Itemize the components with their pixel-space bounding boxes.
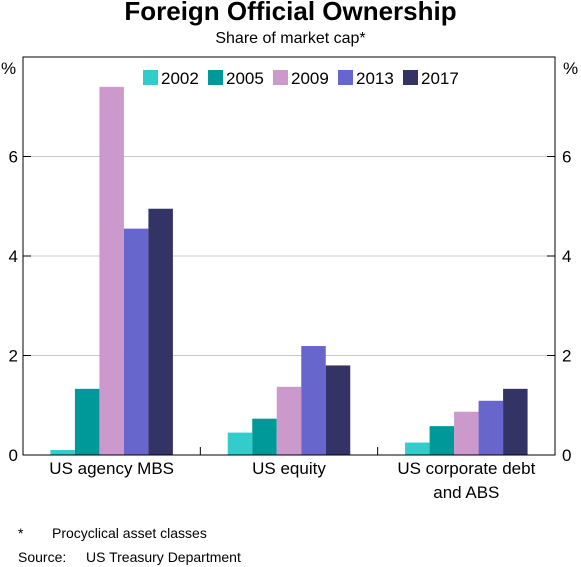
bar [252, 418, 277, 455]
y-tick-label-left: 0 [9, 446, 18, 465]
bar [227, 432, 253, 455]
bar [99, 86, 124, 455]
chart-subtitle: Share of market cap* [215, 30, 366, 47]
bar [123, 228, 149, 455]
tick-marks [23, 156, 555, 456]
bar [301, 346, 326, 455]
legend-label: 2005 [226, 69, 264, 88]
bar [276, 386, 302, 455]
x-category-label: US equity [252, 459, 326, 478]
x-category-labels: US agency MBS US equity US corporate debt a… [49, 459, 535, 502]
bar [503, 388, 528, 455]
x-category-label: and ABS [433, 483, 499, 502]
chart-title: Foreign Official Ownership [124, 0, 457, 26]
legend-label: 2002 [161, 69, 199, 88]
y-unit-left: % [1, 59, 16, 78]
x-category-label: US agency MBS [49, 459, 174, 478]
bar [325, 365, 351, 455]
y-tick-label-left: 6 [9, 148, 18, 167]
y-tick-label-left: 4 [9, 247, 18, 266]
y-unit-right: % [563, 59, 578, 78]
y-tick-label-right: 2 [562, 347, 571, 366]
y-tick-label-right: 4 [562, 247, 571, 266]
footnote: * Procyclical asset classes [18, 525, 207, 541]
bar [148, 208, 173, 455]
y-tick-label-left: 2 [9, 347, 18, 366]
legend-swatch [208, 70, 223, 85]
legend-label: 2009 [291, 69, 329, 88]
legend-swatch [143, 70, 158, 85]
bar [478, 400, 504, 455]
x-category-label: US corporate debt [397, 459, 535, 478]
legend-swatch [273, 70, 288, 85]
bar [454, 411, 479, 455]
bars [50, 86, 528, 455]
source-label: Source: [18, 549, 67, 565]
legend: 2002 2005 2009 2013 2017 [143, 69, 459, 88]
source-note: Source: US Treasury Department [18, 549, 241, 565]
legend-label: 2017 [421, 69, 459, 88]
y-tick-label-right: 6 [562, 148, 571, 167]
legend-swatch [338, 70, 353, 85]
bar [405, 442, 430, 455]
footnote-text: Procyclical asset classes [52, 525, 207, 541]
bar [50, 450, 75, 455]
legend-swatch [403, 70, 418, 85]
y-tick-labels: 0 0 2 2 4 4 6 6 [9, 148, 572, 466]
source-text: US Treasury Department [86, 549, 241, 565]
legend-label: 2013 [356, 69, 394, 88]
footnote-marker: * [18, 525, 24, 541]
bar [74, 388, 100, 455]
y-tick-label-right: 0 [562, 446, 571, 465]
bar [429, 426, 455, 455]
